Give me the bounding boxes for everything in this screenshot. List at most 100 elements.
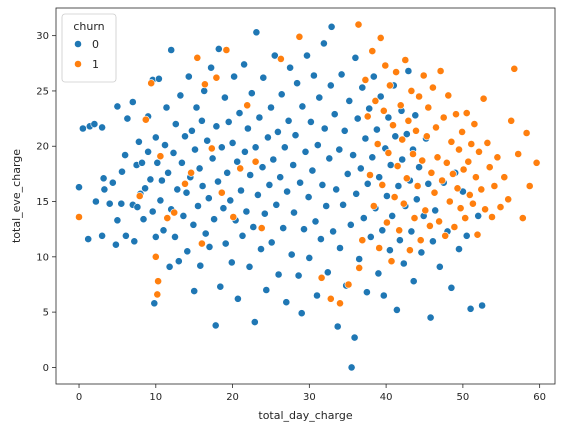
point-series-1	[371, 97, 380, 105]
point-series-1	[439, 113, 448, 122]
point-series-1	[395, 226, 404, 235]
point-series-0	[392, 305, 401, 314]
point-series-0	[108, 178, 117, 187]
point-series-1	[477, 185, 486, 194]
point-series-0	[399, 259, 408, 268]
point-series-0	[280, 143, 289, 152]
point-series-0	[289, 161, 298, 169]
point-series-0	[196, 261, 205, 270]
point-series-0	[347, 363, 356, 372]
point-series-0	[379, 291, 388, 300]
point-series-1	[181, 179, 189, 188]
point-series-1	[496, 203, 505, 211]
point-series-0	[330, 110, 339, 119]
point-series-1	[402, 174, 411, 183]
point-series-0	[181, 132, 189, 141]
point-series-0	[112, 240, 120, 249]
point-series-1	[416, 236, 425, 245]
point-series-0	[325, 154, 334, 163]
point-series-1	[401, 56, 410, 64]
point-series-0	[204, 194, 213, 203]
point-series-1	[295, 32, 304, 41]
point-series-0	[169, 148, 178, 157]
point-series-1	[369, 202, 378, 210]
point-series-1	[438, 176, 446, 185]
series-1	[75, 20, 541, 308]
x-tick-label: 20	[226, 392, 239, 403]
point-series-0	[249, 223, 258, 231]
point-series-1	[373, 140, 382, 148]
point-series-0	[368, 153, 377, 162]
point-series-0	[203, 136, 212, 145]
point-series-0	[329, 227, 337, 236]
y-tick-label: 10	[36, 252, 49, 263]
point-series-0	[159, 226, 168, 235]
point-series-1	[485, 163, 494, 172]
point-series-0	[435, 262, 444, 271]
y-tick-label: 5	[43, 308, 49, 319]
point-series-0	[282, 298, 291, 307]
point-series-0	[251, 143, 260, 152]
point-series-1	[366, 171, 374, 179]
x-tick-label: 50	[457, 392, 470, 403]
point-series-1	[467, 140, 476, 148]
point-series-0	[343, 169, 352, 178]
point-series-1	[464, 157, 473, 166]
y-axis-title: total_eve_charge	[10, 149, 23, 243]
point-series-1	[358, 236, 367, 245]
point-series-0	[411, 111, 420, 120]
point-series-1	[427, 168, 436, 177]
point-series-0	[320, 124, 329, 133]
point-series-0	[90, 120, 99, 128]
point-series-0	[415, 163, 423, 172]
point-series-0	[412, 195, 421, 204]
point-series-1	[396, 101, 405, 110]
plot-area	[55, 7, 556, 385]
point-series-0	[141, 184, 149, 193]
point-series-0	[359, 214, 368, 222]
point-series-1	[504, 195, 513, 204]
point-series-0	[311, 217, 320, 226]
point-series-1	[236, 164, 245, 173]
point-series-1	[442, 158, 451, 167]
point-series-0	[154, 74, 163, 83]
x-tick-label: 10	[149, 392, 162, 403]
point-series-0	[404, 67, 413, 75]
point-series-0	[303, 51, 311, 60]
point-series-0	[447, 283, 456, 292]
point-series-1	[430, 188, 439, 197]
point-series-0	[291, 131, 300, 140]
point-series-0	[263, 133, 272, 142]
point-series-0	[156, 196, 165, 205]
point-series-0	[431, 206, 440, 215]
point-series-1	[392, 68, 400, 76]
point-series-1	[405, 246, 414, 255]
x-tick-label: 30	[303, 392, 316, 403]
point-series-0	[323, 268, 332, 277]
point-series-0	[409, 277, 418, 286]
point-series-1	[409, 150, 417, 158]
point-series-0	[304, 193, 313, 201]
point-series-0	[276, 173, 285, 182]
point-series-0	[207, 63, 215, 72]
point-series-0	[372, 125, 381, 134]
point-series-1	[500, 173, 509, 182]
x-axis-title: total_day_charge	[258, 409, 352, 422]
point-series-1	[384, 148, 393, 157]
point-series-0	[176, 91, 185, 100]
point-series-1	[393, 162, 402, 170]
point-series-1	[424, 103, 433, 112]
point-series-0	[273, 127, 282, 136]
point-series-0	[113, 102, 122, 111]
point-series-1	[361, 76, 370, 84]
point-series-1	[425, 221, 434, 230]
point-series-0	[240, 147, 249, 156]
point-series-1	[525, 182, 534, 190]
point-series-0	[243, 124, 252, 133]
point-series-0	[227, 258, 236, 267]
point-series-0	[133, 203, 142, 211]
point-series-0	[255, 113, 264, 122]
point-series-0	[339, 200, 347, 209]
point-series-0	[384, 113, 393, 122]
